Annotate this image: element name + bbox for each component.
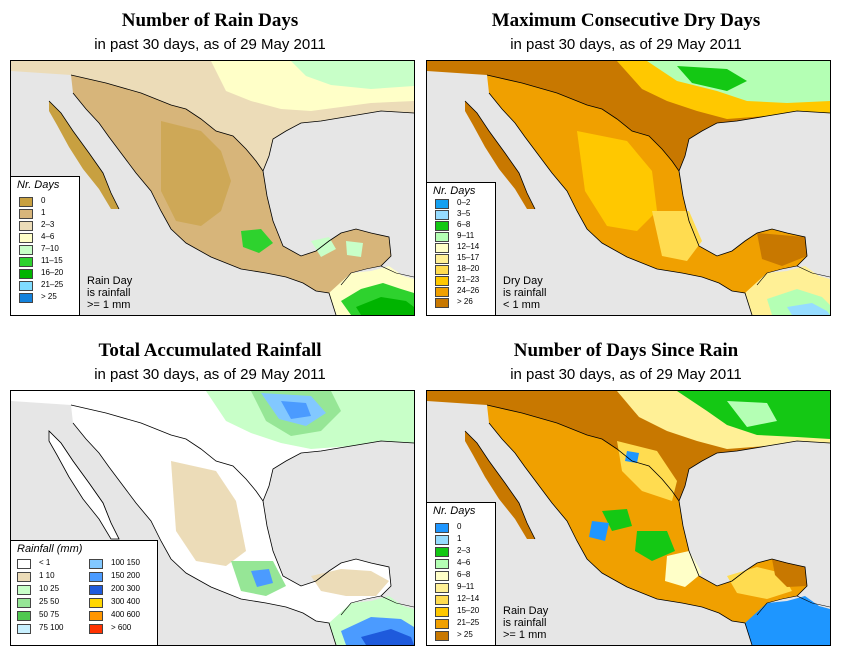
legend-title: Nr. Days [17,179,60,191]
legend-title: Nr. Days [433,185,476,197]
legend-title: Rainfall (mm) [17,543,83,555]
definition-note: Rain Day is rainfall >= 1 mm [87,275,133,311]
map-graphic [11,391,414,645]
map-days-since-rain: Nr. Days 0 1 2–3 4–6 6–8 9–11 12–14 15–2… [426,390,831,646]
legend: Nr. Days 0 1 2–3 4–6 6–8 9–11 12–14 15–2… [427,502,496,645]
legend: Nr. Days 0 1 2–3 4–6 7–10 11–15 16–20 21… [11,176,80,315]
panel-days-since-rain: Number of Days Since Rain in past 30 day… [416,330,836,658]
panel-total-rainfall: Total Accumulated Rainfall in past 30 da… [0,330,420,658]
panel-subtitle: in past 30 days, as of 29 May 2011 [94,36,326,53]
map-total-rainfall: Rainfall (mm) < 1 1 10 10 25 25 50 50 75… [10,390,415,646]
panel-title: Maximum Consecutive Dry Days [491,10,761,31]
panel-title: Number of Days Since Rain [513,340,739,361]
legend-title: Nr. Days [433,505,476,517]
legend: Rainfall (mm) < 1 1 10 10 25 25 50 50 75… [11,540,158,645]
panel-title: Number of Rain Days [121,10,299,31]
definition-note: Dry Day is rainfall < 1 mm [503,275,547,311]
map-max-dry-days: Nr. Days 0–2 3–5 6–8 9–11 12–14 15–17 18… [426,60,831,316]
definition-note: Rain Day is rainfall >= 1 mm [503,605,549,641]
panel-subtitle: in past 30 days, as of 29 May 2011 [510,36,742,53]
panel-max-dry-days: Maximum Consecutive Dry Days in past 30 … [416,0,836,328]
panel-subtitle: in past 30 days, as of 29 May 2011 [94,366,326,383]
panel-title: Total Accumulated Rainfall [98,340,322,361]
legend: Nr. Days 0–2 3–5 6–8 9–11 12–14 15–17 18… [427,182,496,315]
map-rain-days: Nr. Days 0 1 2–3 4–6 7–10 11–15 16–20 21… [10,60,415,316]
panel-subtitle: in past 30 days, as of 29 May 2011 [510,366,742,383]
panel-rain-days: Number of Rain Days in past 30 days, as … [0,0,420,328]
